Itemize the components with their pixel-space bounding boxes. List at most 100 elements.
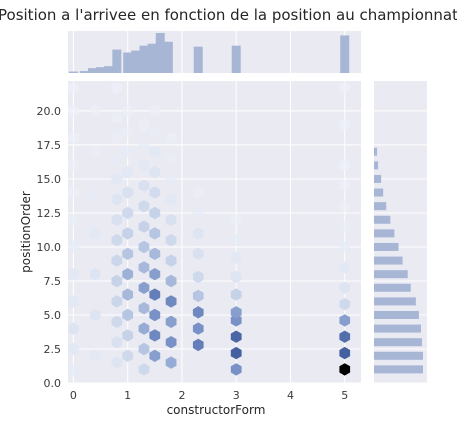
hexbin-cell [149, 104, 161, 118]
hexbin-cell [230, 288, 242, 301]
hexbin-cell [165, 295, 177, 308]
marginal-x-bar [68, 71, 78, 73]
hexbin-cell [149, 145, 161, 158]
hexbin-cell [68, 268, 79, 281]
x-tick-label: 4 [287, 389, 294, 402]
hexbin-cell [138, 363, 150, 376]
marginal-x-bar [79, 71, 89, 73]
hexbin-cell [111, 274, 123, 288]
hexbin-cell [192, 206, 204, 220]
hexbin-cell [149, 308, 161, 322]
hexbin-cell [89, 308, 101, 322]
hexbin-cell [230, 330, 242, 343]
y-axis-label: positionOrder [19, 191, 33, 273]
main-plot-area [68, 81, 361, 383]
hexbin-cell [339, 330, 351, 343]
marginal-y-bar [374, 147, 378, 156]
hexbin-cell [122, 104, 134, 118]
marginal-x-bar [193, 46, 203, 73]
marginal-x-bar [139, 45, 149, 73]
hexbin-cell [89, 349, 101, 362]
hexbin-cell [122, 227, 134, 240]
hexbin-cell [165, 193, 177, 206]
hexbin-cell [122, 308, 134, 322]
hexbin-cell [149, 247, 161, 260]
hexbin-cell [339, 159, 351, 172]
hexbin-cell [111, 111, 123, 124]
hexbin-cell [192, 227, 204, 240]
marginal-y-bar [374, 229, 395, 238]
hexbin-cell [68, 322, 79, 335]
hexbin-cell [122, 288, 134, 301]
marginal-x-bar [87, 68, 97, 73]
y-tick-label: 2.5 [44, 343, 62, 356]
hexbin-cell [138, 138, 150, 152]
hexbin-cell [192, 289, 204, 303]
marginal-y-bar [374, 338, 422, 347]
hexbin-cell [138, 261, 150, 274]
hexbin-cell [122, 206, 134, 220]
hexbin-cell [111, 295, 123, 308]
hexbin-cell [149, 165, 161, 179]
hexbin-cell [111, 234, 123, 247]
hexbin-cell [68, 342, 79, 356]
hexbin-cell [165, 336, 177, 349]
hexbin-cell [122, 125, 134, 138]
hexbin-cell [339, 81, 351, 94]
hexbin-cell [111, 315, 123, 328]
marginal-y-bar [374, 174, 382, 183]
marginal-x-bar [131, 50, 141, 73]
marginal-y-bar [374, 270, 408, 279]
hexbin-cell [68, 131, 79, 145]
marginal-y-bar [374, 161, 379, 170]
hexbin-cell [339, 346, 351, 360]
hexbin-cell [230, 346, 242, 360]
marginal-y-bar [374, 310, 419, 319]
y-tick-label: 20.0 [37, 105, 62, 118]
hexbin-cell [149, 227, 161, 240]
hexbin-cell [149, 268, 161, 281]
hexbin-cell [111, 336, 123, 349]
marginal-y-bar [374, 324, 421, 333]
hexbin-cell [138, 220, 150, 233]
hexbin-cell [89, 186, 101, 199]
x-tick-label: 5 [341, 389, 348, 402]
hexbin-cell [111, 152, 123, 165]
hexbin-cell [192, 247, 204, 260]
hexbin-cell [230, 213, 242, 226]
marginal-y-bar [374, 256, 403, 265]
hexbin-cell [122, 165, 134, 179]
hexbin-cell [230, 251, 242, 264]
hexbin-cell [68, 240, 79, 254]
x-tick-label: 3 [233, 389, 240, 402]
hexbin-cell [122, 329, 134, 342]
hexbin-cell [111, 131, 123, 145]
hexbin-cell [111, 356, 123, 369]
hexbin-cell [149, 186, 161, 199]
hexbin-cell [89, 227, 101, 240]
y-tick-labels: 0.0 2.5 5.0 7.5 10.0 12.5 15.0 17.5 20.0 [37, 105, 62, 390]
y-tick-label: 10.0 [37, 241, 62, 254]
hexbin-cell [68, 81, 79, 94]
hexbin-cell [68, 159, 79, 172]
hexbin-cell [230, 234, 242, 247]
marginal-y-bar [374, 188, 384, 197]
marginal-x-bar [123, 52, 133, 73]
hexbin-cell [192, 186, 204, 199]
hexbin-cell [111, 193, 123, 206]
hexbin-cell [165, 274, 177, 288]
hexbin-cell [165, 315, 177, 328]
marginal-x-bar [340, 35, 350, 73]
marginal-y-bar [374, 242, 399, 251]
hexbin-cell [165, 213, 177, 226]
marginal-x-bar [231, 45, 241, 73]
hexbin-cell [138, 200, 150, 213]
hexbin-cell [68, 213, 79, 226]
marginal-x-bar [147, 43, 157, 73]
hexbin-cell [138, 118, 150, 131]
hexbin-cell [192, 306, 204, 319]
x-tick-labels: 0 1 2 3 4 5 [70, 389, 348, 402]
marginal-x-bar [163, 41, 173, 73]
y-tick-label: 17.5 [37, 139, 62, 152]
hexbin-cell [68, 104, 79, 118]
